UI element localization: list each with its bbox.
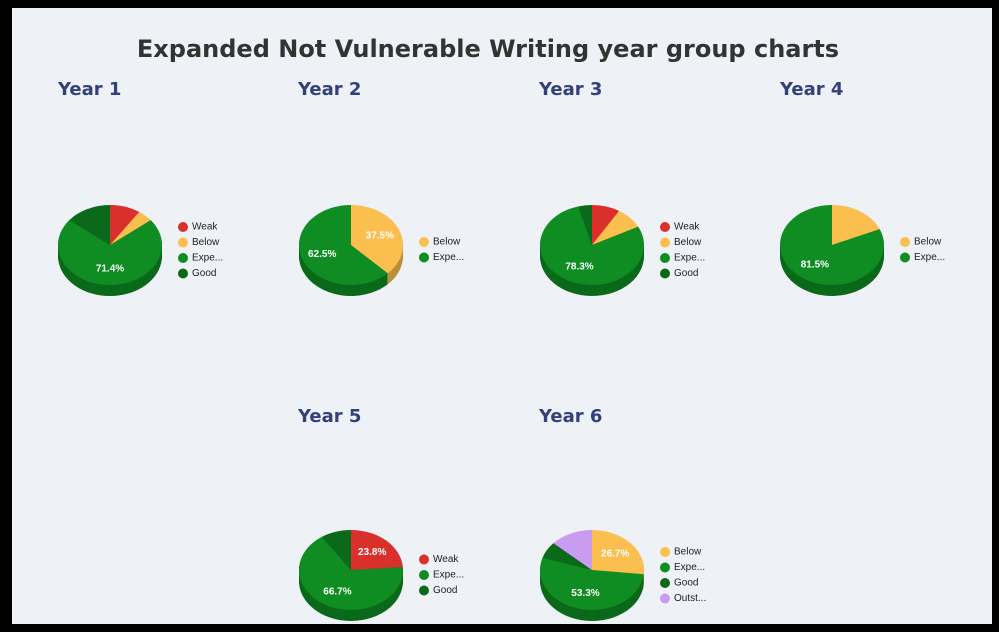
pie-slice [553,530,592,570]
pie-slice [351,205,404,274]
legend-label: Below [433,237,461,248]
legend-swatch [660,237,670,248]
legend-label: Weak [192,222,218,233]
legend-label: Good [674,268,698,279]
legend-swatch [178,222,188,232]
legend-swatch [419,237,429,247]
pie-slice [321,530,351,570]
legend-swatch [660,562,670,573]
value-label: 81.5% [801,260,829,271]
pie-slice [351,530,403,570]
chart-title: Year 5 [297,406,361,427]
legend-label: Below [192,237,220,248]
legend-swatch [419,585,429,596]
value-label: 71.4% [96,264,124,275]
value-label: 78.3% [565,262,593,273]
legend-swatch [419,252,429,263]
legend-label: Below [674,547,702,558]
chart-title: Year 4 [779,79,843,100]
chart-title: Year 6 [538,406,602,427]
legend-swatch [660,578,670,588]
legend-label: Below [914,237,942,248]
legend-swatch [178,253,188,263]
legend-label: Good [192,268,216,279]
pie-slice [832,205,880,245]
value-label: 53.3% [571,588,599,599]
pie-slice [58,220,162,285]
legend-swatch [900,252,910,263]
value-label: 26.7% [601,549,629,560]
pie-slice [539,557,644,611]
legend-label: Expe... [914,252,945,263]
legend-swatch [419,570,429,580]
legend-swatch [660,253,670,263]
chart-title: Year 1 [57,79,121,100]
legend-label: Outst... [674,593,706,604]
legend-swatch [178,237,188,248]
legend-label: Expe... [433,252,464,263]
pie-slice [69,205,110,245]
panel [12,8,992,624]
legend-label: Expe... [192,253,223,264]
legend-swatch [419,554,429,565]
legend-label: Below [674,237,702,248]
legend-label: Weak [674,222,700,233]
legend-swatch [660,222,670,232]
pie-slice [299,205,388,285]
pie-slice [592,210,639,245]
pie-slice [542,543,592,570]
pie-slice [780,205,884,285]
legend-label: Good [433,585,457,596]
pie-slice [110,205,140,245]
legend-label: Expe... [674,253,705,264]
page-title: Expanded Not Vulnerable Writing year gro… [137,35,839,63]
pie-slice [110,211,151,245]
legend-swatch [178,268,188,279]
chart-title: Year 2 [297,79,361,100]
value-label: 37.5% [366,230,394,241]
value-label: 62.5% [308,249,336,260]
chart-title: Year 3 [538,79,602,100]
value-label: 23.8% [358,547,386,558]
pie-slice [578,205,592,245]
legend-label: Weak [433,554,459,565]
legend-swatch [660,547,670,557]
value-label: 66.7% [323,586,351,597]
legend-label: Good [674,578,698,589]
legend-swatch [900,237,910,247]
pie-slice [592,530,644,575]
legend-swatch [660,268,670,279]
pie-slice [592,205,620,245]
pie-slice [299,536,404,611]
legend-label: Expe... [433,570,464,581]
legend-label: Expe... [674,562,705,573]
legend-swatch [660,593,670,604]
pie-slice [540,206,644,285]
